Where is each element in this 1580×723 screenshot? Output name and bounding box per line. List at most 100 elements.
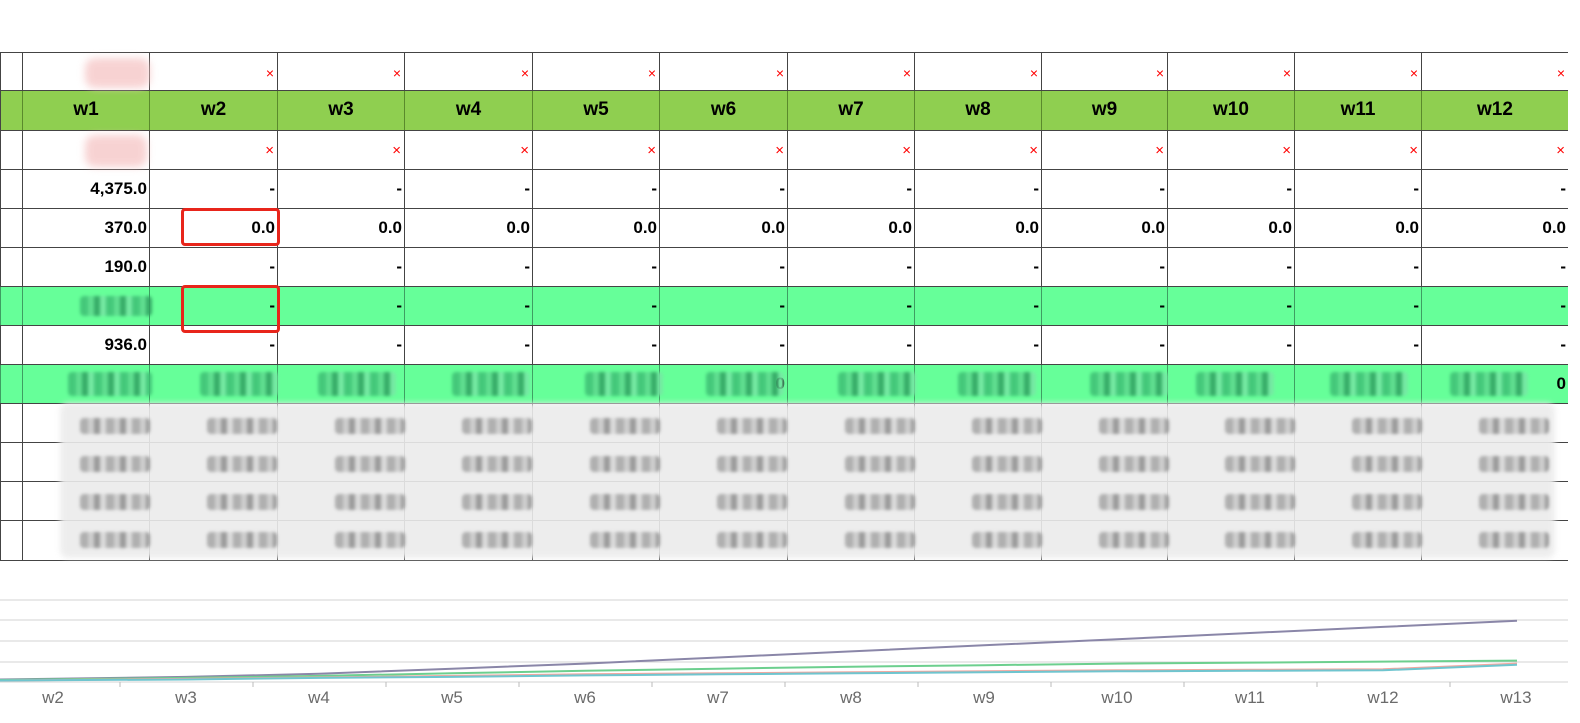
cell-error-marker[interactable]: ×: [532, 131, 659, 169]
table-cell[interactable]: -: [1041, 287, 1167, 325]
cell-error-marker[interactable]: ×: [659, 131, 787, 169]
table-cell[interactable]: 0.0: [1294, 209, 1421, 247]
table-cell[interactable]: -: [1294, 287, 1421, 325]
table-cell[interactable]: [22, 482, 149, 520]
cell-error-marker[interactable]: ×: [149, 131, 277, 169]
table-cell[interactable]: -: [277, 248, 404, 286]
cell-error-marker[interactable]: ×: [1294, 131, 1421, 169]
table-cell[interactable]: -: [532, 248, 659, 286]
column-header-w2[interactable]: w2: [149, 91, 277, 130]
cell-error-marker[interactable]: ×: [1294, 53, 1421, 90]
cell-error-marker[interactable]: ×: [1167, 131, 1294, 169]
table-cell[interactable]: [22, 365, 149, 403]
table-cell[interactable]: -: [277, 326, 404, 364]
table-cell[interactable]: 370.0: [22, 209, 149, 247]
table-cell[interactable]: -: [659, 326, 787, 364]
cell-error-marker[interactable]: ×: [277, 131, 404, 169]
cell-error-marker[interactable]: ×: [787, 131, 914, 169]
column-header-w8[interactable]: w8: [914, 91, 1041, 130]
row-stub[interactable]: [0, 131, 22, 169]
table-cell[interactable]: 4,375.0: [22, 170, 149, 208]
cell-error-marker[interactable]: ×: [1041, 53, 1167, 90]
table-cell[interactable]: -: [1421, 170, 1568, 208]
table-cell[interactable]: [22, 404, 149, 442]
table-cell[interactable]: [22, 521, 149, 560]
table-cell[interactable]: -: [149, 326, 277, 364]
column-header-w9[interactable]: w9: [1041, 91, 1167, 130]
table-cell[interactable]: -: [1294, 326, 1421, 364]
column-header-w5[interactable]: w5: [532, 91, 659, 130]
cell-error-marker[interactable]: ×: [659, 53, 787, 90]
column-header-w3[interactable]: w3: [277, 91, 404, 130]
table-cell[interactable]: -: [404, 170, 532, 208]
cell-error-marker[interactable]: ×: [1041, 131, 1167, 169]
table-cell[interactable]: [1041, 365, 1167, 403]
table-cell[interactable]: -: [1294, 248, 1421, 286]
table-cell[interactable]: -: [787, 326, 914, 364]
table-cell[interactable]: -: [1041, 170, 1167, 208]
cell-error-marker[interactable]: ×: [787, 53, 914, 90]
table-cell[interactable]: 0.0: [787, 209, 914, 247]
table-cell[interactable]: -: [277, 170, 404, 208]
table-cell[interactable]: [404, 365, 532, 403]
row-stub[interactable]: [0, 248, 22, 286]
row-stub[interactable]: [0, 53, 22, 90]
table-cell[interactable]: -: [1167, 170, 1294, 208]
table-cell[interactable]: -: [914, 287, 1041, 325]
row-stub[interactable]: [0, 365, 22, 403]
table-cell[interactable]: -: [404, 248, 532, 286]
row-stub[interactable]: [0, 326, 22, 364]
table-cell[interactable]: -: [787, 170, 914, 208]
column-header-w4[interactable]: w4: [404, 91, 532, 130]
column-header-w10[interactable]: w10: [1167, 91, 1294, 130]
cell-error-marker[interactable]: ×: [1421, 131, 1568, 169]
table-cell[interactable]: -: [787, 287, 914, 325]
table-cell[interactable]: -: [1294, 170, 1421, 208]
row-stub[interactable]: [0, 404, 22, 442]
column-header-w11[interactable]: w11: [1294, 91, 1421, 130]
row-stub[interactable]: [0, 521, 22, 560]
cell-error-marker[interactable]: ×: [1421, 53, 1568, 90]
cell-error-marker[interactable]: [22, 131, 149, 169]
row-stub[interactable]: [0, 443, 22, 481]
table-cell[interactable]: [787, 365, 914, 403]
table-cell[interactable]: 936.0: [22, 326, 149, 364]
table-cell[interactable]: [532, 365, 659, 403]
column-header-w12[interactable]: w12: [1421, 91, 1568, 130]
cell-error-marker[interactable]: ×: [149, 53, 277, 90]
table-cell[interactable]: 0.0: [404, 209, 532, 247]
table-cell[interactable]: -: [149, 248, 277, 286]
row-stub[interactable]: [0, 287, 22, 325]
table-cell[interactable]: -: [1421, 287, 1568, 325]
table-cell[interactable]: [22, 443, 149, 481]
table-cell[interactable]: -: [404, 287, 532, 325]
table-cell[interactable]: -: [1167, 248, 1294, 286]
cell-error-marker[interactable]: ×: [532, 53, 659, 90]
table-cell[interactable]: 0.0: [1167, 209, 1294, 247]
table-cell[interactable]: 0: [1421, 365, 1568, 403]
row-stub[interactable]: [0, 209, 22, 247]
table-cell[interactable]: -: [532, 287, 659, 325]
table-cell[interactable]: 0.0: [277, 209, 404, 247]
table-cell[interactable]: -: [914, 326, 1041, 364]
table-cell[interactable]: -: [1421, 248, 1568, 286]
table-cell[interactable]: -: [914, 248, 1041, 286]
table-cell[interactable]: -: [532, 170, 659, 208]
table-cell[interactable]: -: [149, 170, 277, 208]
table-cell[interactable]: 0.0: [149, 209, 277, 247]
table-cell[interactable]: -: [277, 287, 404, 325]
table-cell[interactable]: -: [1041, 248, 1167, 286]
cell-error-marker[interactable]: ×: [404, 131, 532, 169]
table-cell[interactable]: 0.0: [1421, 209, 1568, 247]
table-cell[interactable]: -: [659, 287, 787, 325]
column-header-w1[interactable]: w1: [22, 91, 149, 130]
table-cell[interactable]: 0.0: [914, 209, 1041, 247]
table-cell[interactable]: [22, 287, 149, 325]
table-cell[interactable]: 0.0: [659, 209, 787, 247]
table-cell[interactable]: 0.0: [532, 209, 659, 247]
table-cell[interactable]: -: [1167, 326, 1294, 364]
table-cell[interactable]: -: [1421, 326, 1568, 364]
cell-error-marker[interactable]: ×: [1167, 53, 1294, 90]
table-cell[interactable]: -: [532, 326, 659, 364]
table-cell[interactable]: -: [914, 170, 1041, 208]
